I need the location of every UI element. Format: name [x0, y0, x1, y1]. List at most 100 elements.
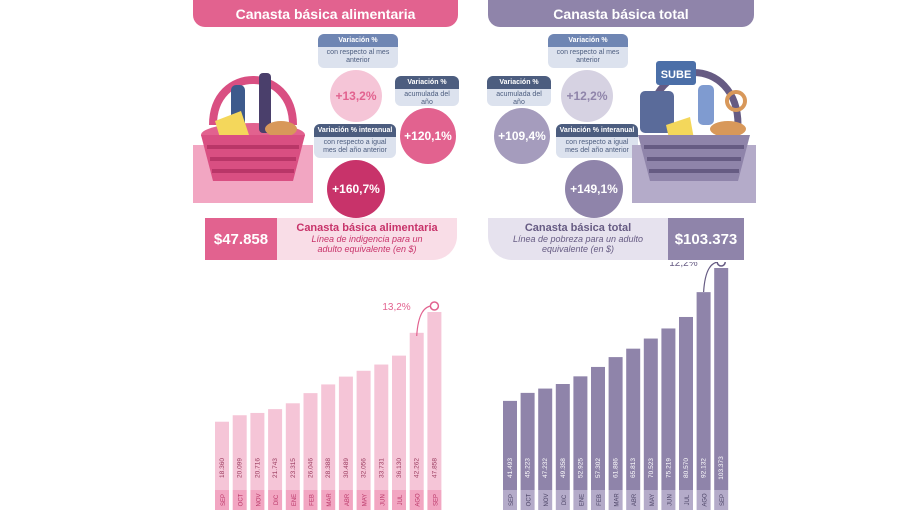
alimentaria-header: Canasta básica alimentaria — [193, 0, 458, 27]
category-label: JUL — [398, 494, 404, 505]
value-label: 92.132 — [701, 458, 708, 478]
value-label: 47.232 — [542, 458, 549, 478]
value-label: 33.731 — [378, 458, 385, 478]
category-cell — [661, 490, 676, 510]
value-label: 18.360 — [219, 458, 226, 478]
category-cell — [374, 490, 389, 510]
value-label: 42.262 — [414, 458, 421, 478]
category-label: ABR — [632, 493, 638, 506]
total-monthly-label: Variación % — [548, 34, 628, 47]
category-label: OCT — [527, 493, 533, 506]
alimentaria-accumulated-value: +120,1% — [404, 129, 452, 143]
alimentaria-accumulated-bubble: +120,1% — [400, 108, 456, 164]
category-cell — [285, 490, 300, 510]
bar — [285, 403, 300, 490]
growth-annotation: 12,2% — [669, 262, 697, 269]
category-cell — [427, 490, 442, 510]
total-header: Canasta básica total — [488, 0, 754, 27]
bar — [321, 384, 336, 490]
category-cell — [608, 490, 623, 510]
value-label: 23.315 — [290, 458, 297, 478]
category-label: SEP — [720, 494, 726, 506]
alimentaria-monthly-value: +13,2% — [335, 89, 377, 103]
value-label: 57.302 — [595, 458, 602, 478]
bar — [661, 328, 676, 490]
total-monthly-note: con respecto al mes anterior — [556, 49, 620, 65]
total-accumulated-value: +109,4% — [498, 129, 546, 143]
category-cell — [520, 490, 535, 510]
category-label: MAR — [615, 493, 621, 507]
total-price: $103.373 — [674, 230, 738, 248]
bar — [573, 376, 588, 490]
category-cell — [392, 490, 406, 510]
total-accumulated-note: acumulada del año — [496, 91, 542, 106]
alimentaria-yoy-value: +160,7% — [332, 182, 380, 196]
category-cell — [679, 490, 693, 510]
value-label: 21.743 — [272, 458, 279, 478]
value-label: 103.373 — [718, 456, 725, 480]
category-cell — [303, 490, 318, 510]
category-label: MAY — [363, 494, 369, 507]
growth-annotation: 13,2% — [382, 302, 410, 313]
category-label: DIC — [274, 494, 280, 505]
value-label: 28.388 — [325, 458, 332, 478]
total-yoy-tag: Variación % interanual con respecto a ig… — [556, 124, 638, 158]
category-label: SEP — [221, 494, 227, 506]
alimentaria-price: $47.858 — [213, 230, 269, 248]
bar — [409, 332, 424, 490]
alimentaria-summary-subtitle: Línea de indigencia para un adulto equiv… — [311, 234, 423, 255]
alimentaria-price-box: $47.858 — [205, 218, 277, 260]
alimentaria-header-label: Canasta básica alimentaria — [235, 5, 416, 22]
category-cell — [555, 490, 570, 510]
category-cell — [338, 490, 353, 510]
bar — [696, 292, 711, 490]
alimentaria-accumulated-note: acumulada del año — [404, 91, 450, 106]
total-monthly-bubble: +12,2% — [561, 70, 613, 122]
value-label: 41.493 — [507, 458, 514, 478]
bar — [427, 312, 442, 490]
value-label: 52.925 — [577, 458, 584, 478]
category-cell — [232, 490, 247, 510]
category-cell — [409, 490, 424, 510]
category-label: AGO — [416, 493, 422, 507]
total-monthly-value: +12,2% — [566, 89, 608, 103]
category-label: FEB — [597, 494, 603, 506]
total-yoy-note: con respecto a igual mes del año anterio… — [565, 139, 629, 155]
category-label: NOV — [544, 493, 550, 506]
alimentaria-monthly-label: Variación % — [318, 34, 398, 47]
bar — [374, 364, 389, 490]
total-price-box: $103.373 — [668, 218, 744, 260]
alimentaria-bar-chart: SEP 18.360 OCT 20.099 NOV 20.716 DIC 21.743 ENE 2… — [215, 301, 442, 510]
category-cell — [321, 490, 336, 510]
value-label: 20.716 — [254, 458, 261, 478]
bar — [215, 421, 229, 490]
category-label: FEB — [310, 494, 316, 506]
alimentaria-monthly-tag: Variación % con respecto al mes anterior — [318, 34, 398, 68]
total-yoy-value: +149,1% — [570, 182, 618, 196]
category-label: JUN — [380, 494, 386, 506]
category-cell — [591, 490, 605, 510]
alimentaria-accumulated-label: Variación % — [395, 76, 459, 89]
bar — [268, 409, 283, 490]
total-yoy-label: Variación % interanual — [556, 124, 638, 137]
category-cell — [250, 490, 265, 510]
bar — [679, 316, 693, 490]
value-label: 30.489 — [343, 458, 350, 478]
category-cell — [573, 490, 588, 510]
value-label: 49.358 — [560, 458, 567, 478]
bar — [520, 392, 535, 490]
sube-card-text: SUBE — [661, 69, 692, 81]
total-summary-box: Canasta básica total Línea de pobreza pa… — [488, 218, 668, 260]
total-monthly-tag: Variación % con respecto al mes anterior — [548, 34, 628, 68]
bar — [626, 348, 641, 490]
total-basket-illustration: SUBE — [632, 61, 756, 203]
alimentaria-yoy-note: con respecto a igual mes del año anterio… — [323, 139, 387, 155]
alimentaria-summary-title: Canasta básica alimentaria — [296, 222, 438, 234]
category-label: JUN — [667, 494, 673, 506]
value-label: 45.223 — [525, 458, 532, 478]
bar — [232, 415, 247, 490]
total-yoy-bubble: +149,1% — [565, 160, 623, 218]
bar — [503, 400, 517, 490]
category-label: SEP — [509, 494, 515, 506]
category-label: SEP — [433, 494, 439, 506]
